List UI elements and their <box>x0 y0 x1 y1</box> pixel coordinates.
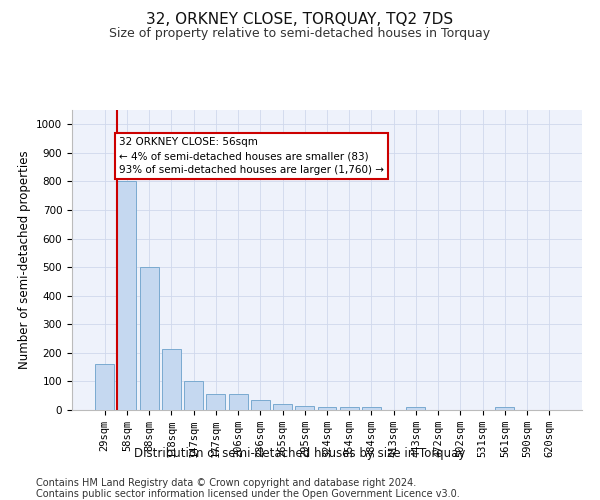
Bar <box>362 407 381 410</box>
Bar <box>273 404 292 410</box>
Bar <box>95 364 114 410</box>
Text: Size of property relative to semi-detached houses in Torquay: Size of property relative to semi-detach… <box>109 28 491 40</box>
Bar <box>206 394 225 410</box>
Bar <box>229 394 248 410</box>
Bar <box>162 348 181 410</box>
Bar <box>118 182 136 410</box>
Bar <box>140 267 158 410</box>
Text: Contains public sector information licensed under the Open Government Licence v3: Contains public sector information licen… <box>36 489 460 499</box>
Bar <box>317 407 337 410</box>
Text: 32 ORKNEY CLOSE: 56sqm
← 4% of semi-detached houses are smaller (83)
93% of semi: 32 ORKNEY CLOSE: 56sqm ← 4% of semi-deta… <box>119 137 384 175</box>
Bar <box>184 382 203 410</box>
Bar <box>340 407 359 410</box>
Bar <box>406 407 425 410</box>
Text: Contains HM Land Registry data © Crown copyright and database right 2024.: Contains HM Land Registry data © Crown c… <box>36 478 416 488</box>
Y-axis label: Number of semi-detached properties: Number of semi-detached properties <box>17 150 31 370</box>
Bar <box>496 407 514 410</box>
Text: 32, ORKNEY CLOSE, TORQUAY, TQ2 7DS: 32, ORKNEY CLOSE, TORQUAY, TQ2 7DS <box>146 12 454 28</box>
Text: Distribution of semi-detached houses by size in Torquay: Distribution of semi-detached houses by … <box>134 448 466 460</box>
Bar <box>295 406 314 410</box>
Bar <box>251 400 270 410</box>
